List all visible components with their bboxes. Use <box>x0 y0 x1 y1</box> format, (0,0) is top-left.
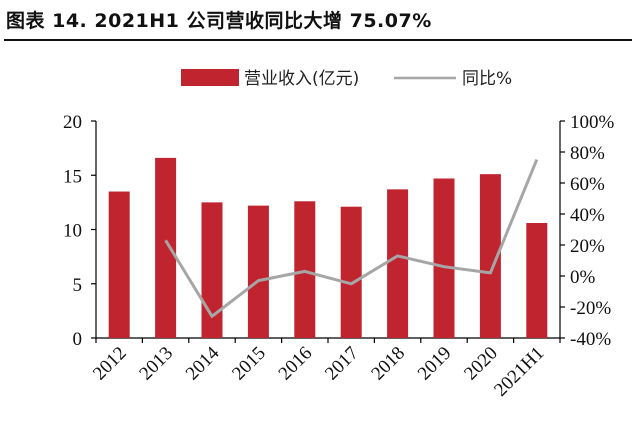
right-tick-label: 40% <box>570 205 605 226</box>
yoy-growth-line <box>164 159 539 318</box>
legend-line-label: 同比% <box>462 69 512 89</box>
revenue-bar <box>526 222 548 338</box>
left-tick-label: 15 <box>63 166 82 187</box>
left-tick-label: 20 <box>63 112 82 133</box>
legend: 营业收入(亿元) 同比% <box>181 69 512 89</box>
right-tick-label: 20% <box>570 236 605 257</box>
revenue-bar <box>155 157 177 338</box>
revenue-bar <box>247 205 269 338</box>
x-tick-label: 2016 <box>275 343 317 385</box>
legend-bar-swatch <box>181 69 239 86</box>
line-series <box>164 159 539 318</box>
right-tick-label: -40% <box>570 329 611 350</box>
revenue-bar <box>108 191 130 338</box>
x-tick-label: 2014 <box>182 342 224 384</box>
left-tick-label: 5 <box>73 275 83 296</box>
chart-title: 图表 14. 2021H1 公司营收同比大增 75.07% <box>6 10 432 32</box>
revenue-bar <box>340 206 362 338</box>
right-tick-label: 100% <box>570 112 615 133</box>
revenue-bar <box>387 189 409 338</box>
right-tick-label: 60% <box>570 174 605 195</box>
bar-series <box>108 157 548 338</box>
x-tick-label: 2020 <box>460 343 502 385</box>
x-tick-label: 2013 <box>135 343 177 385</box>
x-tick-label: 2018 <box>367 343 409 385</box>
revenue-bar <box>433 178 455 338</box>
x-tick-label: 2017 <box>321 343 363 385</box>
right-tick-label: 0% <box>570 267 596 288</box>
x-tick-label: 2015 <box>228 343 270 385</box>
left-tick-label: 10 <box>63 221 82 242</box>
title-divider <box>4 39 632 41</box>
right-tick-label: 80% <box>570 143 605 164</box>
x-tick-label: 2021H1 <box>490 343 548 401</box>
x-tick-label: 2012 <box>89 343 131 385</box>
left-tick-label: 0 <box>73 329 83 350</box>
revenue-bar <box>479 174 501 338</box>
revenue-bar <box>294 201 316 338</box>
right-tick-label: -20% <box>570 298 611 319</box>
revenue-bar <box>201 202 223 338</box>
x-tick-label: 2019 <box>414 343 456 385</box>
legend-bar-label: 营业收入(亿元) <box>244 69 359 89</box>
